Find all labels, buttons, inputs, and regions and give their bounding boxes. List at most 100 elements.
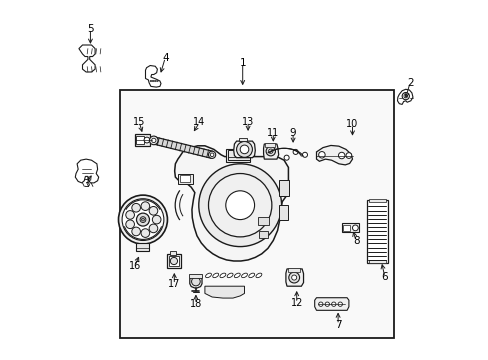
Text: 12: 12 <box>290 298 302 308</box>
Circle shape <box>151 138 156 143</box>
Text: 2: 2 <box>406 78 412 88</box>
Circle shape <box>268 149 272 153</box>
Polygon shape <box>285 269 303 286</box>
Circle shape <box>144 137 149 143</box>
Ellipse shape <box>248 273 254 278</box>
Polygon shape <box>153 137 213 158</box>
Circle shape <box>403 94 407 98</box>
Bar <box>226 149 249 162</box>
Circle shape <box>149 224 158 233</box>
Circle shape <box>152 80 153 82</box>
Bar <box>178 174 192 184</box>
Circle shape <box>225 191 254 220</box>
Ellipse shape <box>205 273 211 278</box>
Circle shape <box>208 151 215 158</box>
Bar <box>368 260 385 263</box>
Circle shape <box>331 302 335 306</box>
Circle shape <box>122 199 163 240</box>
Bar <box>168 256 179 266</box>
Polygon shape <box>75 159 99 183</box>
Circle shape <box>337 302 342 306</box>
Text: 7: 7 <box>334 320 341 330</box>
Circle shape <box>291 275 296 280</box>
Ellipse shape <box>241 273 247 278</box>
Circle shape <box>154 80 156 82</box>
Circle shape <box>325 302 329 306</box>
Bar <box>239 138 246 141</box>
Text: 1: 1 <box>239 58 245 68</box>
Polygon shape <box>79 45 95 72</box>
Bar <box>120 90 393 338</box>
Circle shape <box>240 145 248 154</box>
Circle shape <box>136 213 149 226</box>
Text: 15: 15 <box>133 117 145 127</box>
Bar <box>135 134 150 146</box>
Bar <box>258 231 267 238</box>
Text: 9: 9 <box>289 128 296 138</box>
Polygon shape <box>314 298 348 310</box>
Circle shape <box>132 203 140 212</box>
Circle shape <box>288 272 299 283</box>
Circle shape <box>118 195 167 244</box>
Polygon shape <box>263 144 278 159</box>
Bar <box>136 136 144 144</box>
Text: 8: 8 <box>352 236 359 246</box>
Bar <box>278 180 288 196</box>
Bar <box>341 223 358 232</box>
Polygon shape <box>174 146 288 261</box>
Ellipse shape <box>212 273 218 278</box>
Circle shape <box>132 227 140 236</box>
Bar <box>170 251 176 255</box>
Circle shape <box>208 174 271 237</box>
Bar <box>136 243 149 251</box>
Circle shape <box>152 215 161 224</box>
Text: 11: 11 <box>266 128 279 138</box>
Bar <box>189 274 202 278</box>
Ellipse shape <box>227 273 233 278</box>
Bar <box>278 205 287 220</box>
Text: 14: 14 <box>193 117 205 127</box>
Circle shape <box>125 211 134 219</box>
Circle shape <box>318 152 325 158</box>
Ellipse shape <box>234 273 240 278</box>
Bar <box>258 217 268 225</box>
Circle shape <box>141 229 149 237</box>
Circle shape <box>210 153 213 157</box>
Polygon shape <box>204 286 244 298</box>
Circle shape <box>401 93 408 100</box>
Text: 3: 3 <box>82 179 89 189</box>
Polygon shape <box>189 276 202 288</box>
Bar <box>368 199 385 202</box>
Bar <box>228 150 249 160</box>
Circle shape <box>199 164 281 247</box>
Circle shape <box>318 302 322 306</box>
Circle shape <box>292 149 298 154</box>
Circle shape <box>149 136 158 145</box>
Polygon shape <box>233 141 255 158</box>
Bar <box>287 268 299 272</box>
Circle shape <box>236 141 252 157</box>
Text: 13: 13 <box>242 117 254 127</box>
Text: 5: 5 <box>87 24 94 34</box>
Ellipse shape <box>255 273 261 278</box>
Text: 18: 18 <box>189 299 202 309</box>
Circle shape <box>191 277 200 286</box>
Polygon shape <box>316 145 352 165</box>
Text: 6: 6 <box>381 272 387 282</box>
Bar <box>167 254 181 268</box>
Circle shape <box>338 152 344 159</box>
Circle shape <box>265 147 275 156</box>
Circle shape <box>140 217 145 222</box>
Circle shape <box>346 153 351 158</box>
Bar <box>366 200 387 263</box>
Ellipse shape <box>220 273 225 278</box>
Circle shape <box>149 207 158 215</box>
Circle shape <box>141 202 149 211</box>
Text: 10: 10 <box>346 119 358 129</box>
Polygon shape <box>397 89 412 104</box>
Text: 16: 16 <box>128 261 141 271</box>
Circle shape <box>150 80 151 82</box>
Bar <box>343 225 349 231</box>
Circle shape <box>125 220 134 229</box>
Bar <box>265 143 275 147</box>
